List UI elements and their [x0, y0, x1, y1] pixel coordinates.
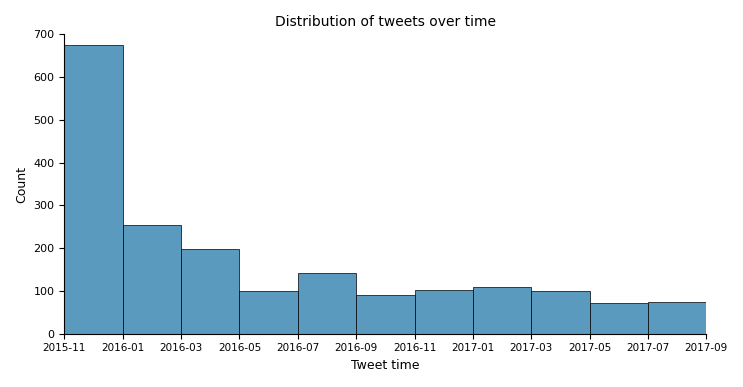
- Y-axis label: Count: Count: [15, 166, 28, 202]
- Bar: [648, 301, 707, 334]
- Bar: [239, 291, 298, 334]
- Bar: [181, 250, 239, 334]
- Bar: [531, 291, 590, 334]
- Bar: [65, 45, 123, 334]
- Bar: [123, 225, 181, 334]
- Bar: [590, 303, 648, 334]
- X-axis label: Tweet time: Tweet time: [351, 359, 420, 372]
- Bar: [415, 289, 473, 334]
- Title: Distribution of tweets over time: Distribution of tweets over time: [275, 15, 496, 29]
- Bar: [356, 295, 415, 334]
- Bar: [473, 287, 531, 334]
- Bar: [298, 272, 356, 334]
